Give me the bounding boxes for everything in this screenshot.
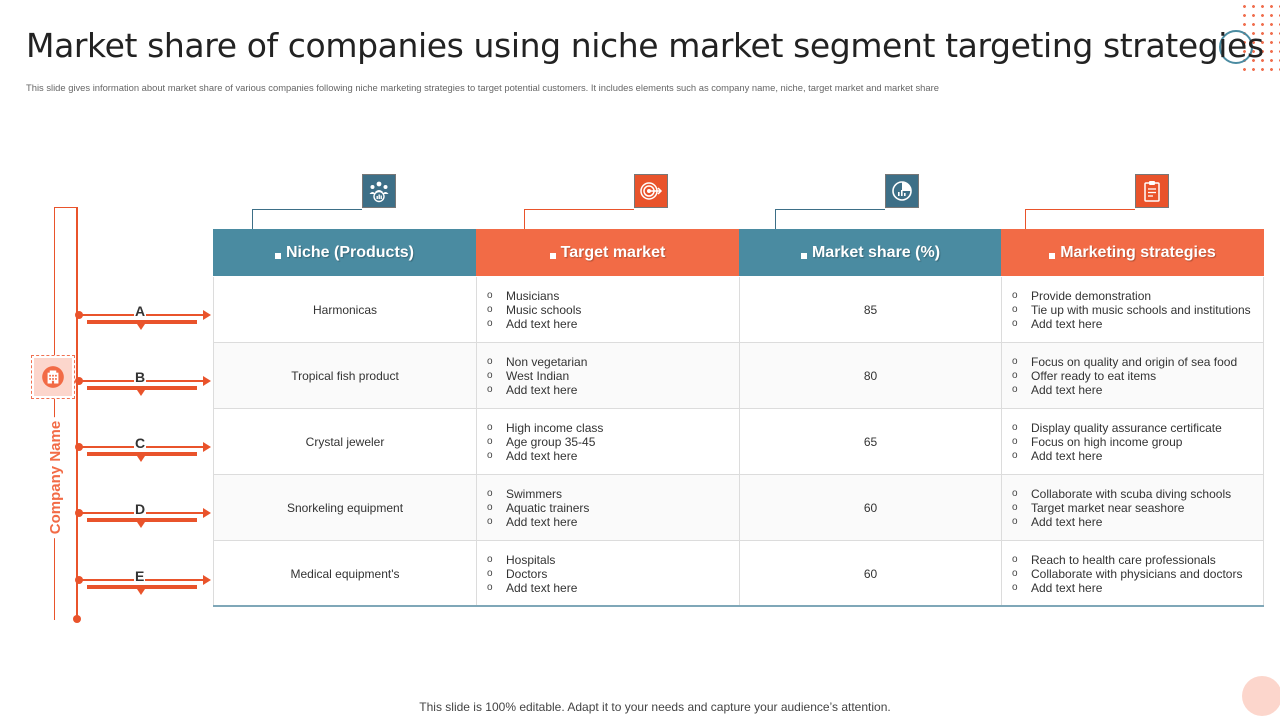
table-row: Crystal jeweler High income classAge gro… bbox=[213, 409, 1264, 475]
slide-subtitle: This slide gives information about marke… bbox=[26, 82, 939, 93]
market-share-cell: 85 bbox=[739, 277, 1001, 343]
column-header-target-market: Target market bbox=[476, 229, 739, 276]
strategies-cell: Reach to health care professionalsCollab… bbox=[1001, 541, 1264, 607]
niche-cell: Tropical fish product bbox=[213, 343, 476, 409]
slide-footer: This slide is 100% editable. Adapt it to… bbox=[419, 700, 891, 714]
market-share-cell: 65 bbox=[739, 409, 1001, 475]
table-row: Harmonicas MusiciansMusic schoolsAdd tex… bbox=[213, 277, 1264, 343]
niche-cell: Crystal jeweler bbox=[213, 409, 476, 475]
column-header-niche: Niche (Products) bbox=[213, 229, 476, 276]
table-bottom-border bbox=[213, 605, 1264, 607]
target-market-cell: SwimmersAquatic trainersAdd text here bbox=[476, 475, 739, 541]
market-share-cell: 60 bbox=[739, 541, 1001, 607]
pie-chart-icon bbox=[885, 174, 919, 208]
building-icon bbox=[42, 366, 64, 388]
niche-cell: Snorkeling equipment bbox=[213, 475, 476, 541]
decorative-circle bbox=[1242, 676, 1280, 716]
company-letter: E bbox=[134, 568, 146, 584]
table-row: Medical equipment's HospitalsDoctorsAdd … bbox=[213, 541, 1264, 607]
niche-cell: Harmonicas bbox=[213, 277, 476, 343]
target-market-cell: High income classAge group 35-45Add text… bbox=[476, 409, 739, 475]
decorative-ring bbox=[1219, 30, 1253, 64]
strategies-cell: Display quality assurance certificateFoc… bbox=[1001, 409, 1264, 475]
niche-cell: Medical equipment's bbox=[213, 541, 476, 607]
building-icon-box bbox=[31, 355, 75, 399]
team-chart-icon bbox=[362, 174, 396, 208]
target-market-cell: HospitalsDoctorsAdd text here bbox=[476, 541, 739, 607]
slide-title: Market share of companies using niche ma… bbox=[26, 26, 1264, 65]
company-name-label: Company Name bbox=[47, 416, 65, 538]
company-letter: C bbox=[134, 435, 147, 451]
table-row: Tropical fish product Non vegetarianWest… bbox=[213, 343, 1264, 409]
company-marker-e: E bbox=[75, 568, 215, 606]
company-marker-c: C bbox=[75, 435, 215, 473]
company-letter: B bbox=[134, 369, 147, 385]
company-marker-b: B bbox=[75, 369, 215, 407]
column-header-marketing-strategies: Marketing strategies bbox=[1001, 229, 1264, 276]
table-row: Snorkeling equipment SwimmersAquatic tra… bbox=[213, 475, 1264, 541]
target-icon bbox=[634, 174, 668, 208]
rail-end-dot bbox=[73, 615, 81, 623]
clipboard-icon bbox=[1135, 174, 1169, 208]
company-letter: A bbox=[134, 303, 147, 319]
strategies-cell: Collaborate with scuba diving schoolsTar… bbox=[1001, 475, 1264, 541]
company-rail bbox=[54, 207, 78, 620]
market-share-cell: 80 bbox=[739, 343, 1001, 409]
market-share-cell: 60 bbox=[739, 475, 1001, 541]
strategies-cell: Focus on quality and origin of sea foodO… bbox=[1001, 343, 1264, 409]
target-market-cell: MusiciansMusic schoolsAdd text here bbox=[476, 277, 739, 343]
company-marker-a: A bbox=[75, 303, 215, 341]
strategies-cell: Provide demonstrationTie up with music s… bbox=[1001, 277, 1264, 343]
company-letter: D bbox=[134, 501, 147, 517]
target-market-cell: Non vegetarianWest IndianAdd text here bbox=[476, 343, 739, 409]
column-header-market-share: Market share (%) bbox=[739, 229, 1002, 276]
company-marker-d: D bbox=[75, 501, 215, 539]
